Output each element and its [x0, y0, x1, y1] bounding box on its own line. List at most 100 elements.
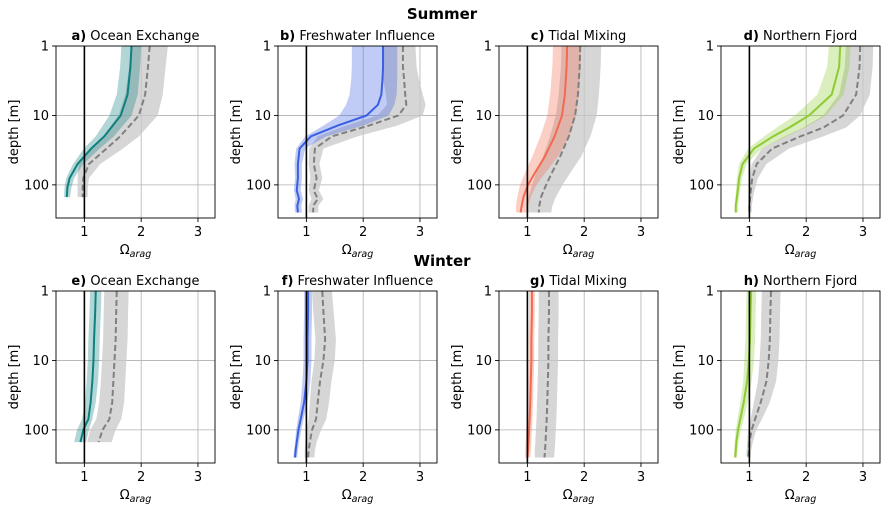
x-tick-label: 3 [416, 470, 424, 485]
x-tick-label: 3 [637, 225, 645, 240]
plot-area [734, 46, 874, 213]
y-tick-label: 10 [32, 109, 49, 124]
y-tick-label: 10 [32, 354, 49, 369]
plot-area [525, 291, 559, 458]
panels: 1 2 3 1 10 100 a) Ocean Exchange Ωarag depth [m]… [7, 29, 881, 505]
x-tick-label: 1 [302, 225, 310, 240]
y-axis-label: depth [m] [672, 100, 687, 165]
panel-title: a) Ocean Exchange [71, 29, 199, 44]
y-tick-label: 10 [475, 109, 492, 124]
reference-band [87, 291, 129, 443]
y-tick-label: 10 [697, 109, 714, 124]
panel-title: f) Freshwater Influence [282, 274, 433, 289]
plot-area [293, 46, 426, 213]
y-tick-label: 1 [484, 40, 492, 55]
x-tick-label: 3 [194, 470, 202, 485]
site-median-line [65, 46, 133, 198]
panel-d: 1 2 3 1 10 100 d) Northern Fjord Ωarag depth [m] [672, 29, 881, 260]
site-median-line [295, 46, 385, 213]
y-tick-label: 10 [697, 354, 714, 369]
y-tick-label: 1 [706, 40, 714, 55]
y-tick-label: 100 [246, 423, 271, 438]
y-axis-label: depth [m] [229, 100, 244, 165]
x-tick-label: 1 [523, 470, 531, 485]
reference-median-line [312, 46, 408, 213]
reference-band [746, 291, 781, 458]
reference-band [534, 291, 559, 458]
winter-row-title: Winter [413, 252, 471, 270]
x-axis-label: Ωarag [563, 488, 595, 505]
panel-g: 1 2 3 1 10 100 g) Tidal Mixing Ωarag depth [m] [450, 274, 659, 505]
site-median-line [734, 46, 842, 213]
y-tick-label: 1 [263, 285, 271, 300]
site-band [293, 46, 398, 213]
plot-area [293, 291, 336, 458]
y-tick-label: 1 [706, 285, 714, 300]
x-tick-label: 3 [859, 470, 867, 485]
axes-frame [498, 290, 659, 464]
site-median-line [519, 46, 569, 213]
x-tick-label: 3 [637, 470, 645, 485]
plot-area [63, 46, 168, 198]
axes-frame [277, 290, 438, 464]
y-tick-label: 1 [484, 285, 492, 300]
y-tick-label: 1 [41, 40, 49, 55]
x-tick-label: 1 [80, 225, 88, 240]
reference-band [308, 46, 426, 213]
plot-area [74, 291, 129, 443]
y-tick-label: 1 [263, 40, 271, 55]
x-tick-label: 2 [137, 470, 145, 485]
reference-median-line [748, 46, 862, 213]
reference-median-line [543, 291, 550, 458]
y-axis-label: depth [m] [672, 345, 687, 410]
x-tick-label: 2 [137, 225, 145, 240]
site-band [734, 46, 851, 213]
reference-band [526, 46, 602, 213]
y-tick-label: 100 [467, 178, 492, 193]
y-tick-label: 10 [254, 354, 271, 369]
x-axis-label: Ωarag [120, 488, 152, 505]
x-tick-label: 1 [302, 470, 310, 485]
x-tick-label: 2 [802, 225, 810, 240]
panel-title: e) Ocean Exchange [71, 274, 199, 289]
y-axis-label: depth [m] [450, 100, 465, 165]
y-tick-label: 10 [254, 109, 271, 124]
panel-title: d) Northern Fjord [744, 29, 858, 44]
axes-frame [498, 45, 659, 219]
x-tick-label: 3 [194, 225, 202, 240]
y-axis-label: depth [m] [450, 345, 465, 410]
reference-median-line [97, 291, 118, 443]
x-tick-label: 1 [523, 225, 531, 240]
y-tick-label: 100 [689, 178, 714, 193]
x-tick-label: 2 [802, 470, 810, 485]
y-tick-label: 100 [24, 178, 49, 193]
x-tick-label: 2 [580, 225, 588, 240]
x-axis-label: Ωarag [342, 243, 374, 260]
panel-f: 1 2 3 1 10 100 f) Freshwater Influence Ωarag dep… [229, 274, 438, 505]
x-tick-label: 2 [359, 225, 367, 240]
x-tick-label: 1 [80, 470, 88, 485]
x-tick-label: 3 [859, 225, 867, 240]
y-tick-label: 100 [246, 178, 271, 193]
axes-frame [277, 45, 438, 219]
x-axis-label: Ωarag [120, 243, 152, 260]
reference-band [748, 46, 874, 213]
x-axis-label: Ωarag [563, 243, 595, 260]
panel-title: g) Tidal Mixing [530, 274, 627, 289]
x-tick-label: 1 [745, 470, 753, 485]
y-tick-label: 100 [467, 423, 492, 438]
axes-frame [720, 290, 881, 464]
plot-area [734, 291, 781, 458]
panel-a: 1 2 3 1 10 100 a) Ocean Exchange Ωarag depth [m] [7, 29, 216, 260]
x-tick-label: 2 [359, 470, 367, 485]
x-axis-label: Ωarag [785, 488, 817, 505]
axes-frame [55, 45, 216, 219]
panel-h: 1 2 3 1 10 100 h) Northern Fjord Ωarag depth [m] [672, 274, 881, 505]
y-tick-label: 1 [41, 285, 49, 300]
x-tick-label: 1 [745, 225, 753, 240]
y-axis-label: depth [m] [7, 345, 22, 410]
y-axis-label: depth [m] [7, 100, 22, 165]
y-axis-label: depth [m] [229, 345, 244, 410]
site-median-line [526, 291, 533, 458]
panel-b: 1 2 3 1 10 100 b) Freshwater Influence Ωarag dep… [229, 29, 438, 260]
